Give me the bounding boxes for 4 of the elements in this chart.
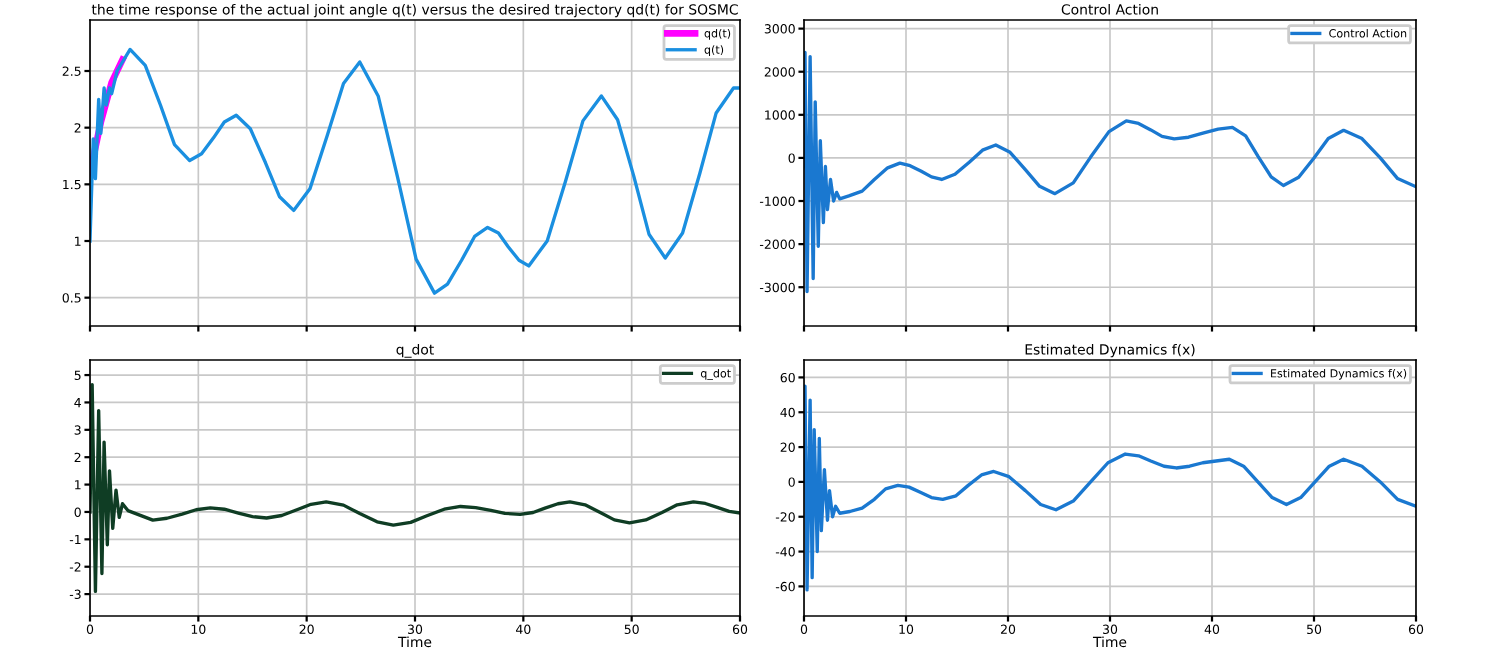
- line-series: [90, 382, 740, 594]
- line-series: [90, 47, 740, 295]
- line-series: [804, 50, 1416, 294]
- line-series: [804, 384, 1416, 592]
